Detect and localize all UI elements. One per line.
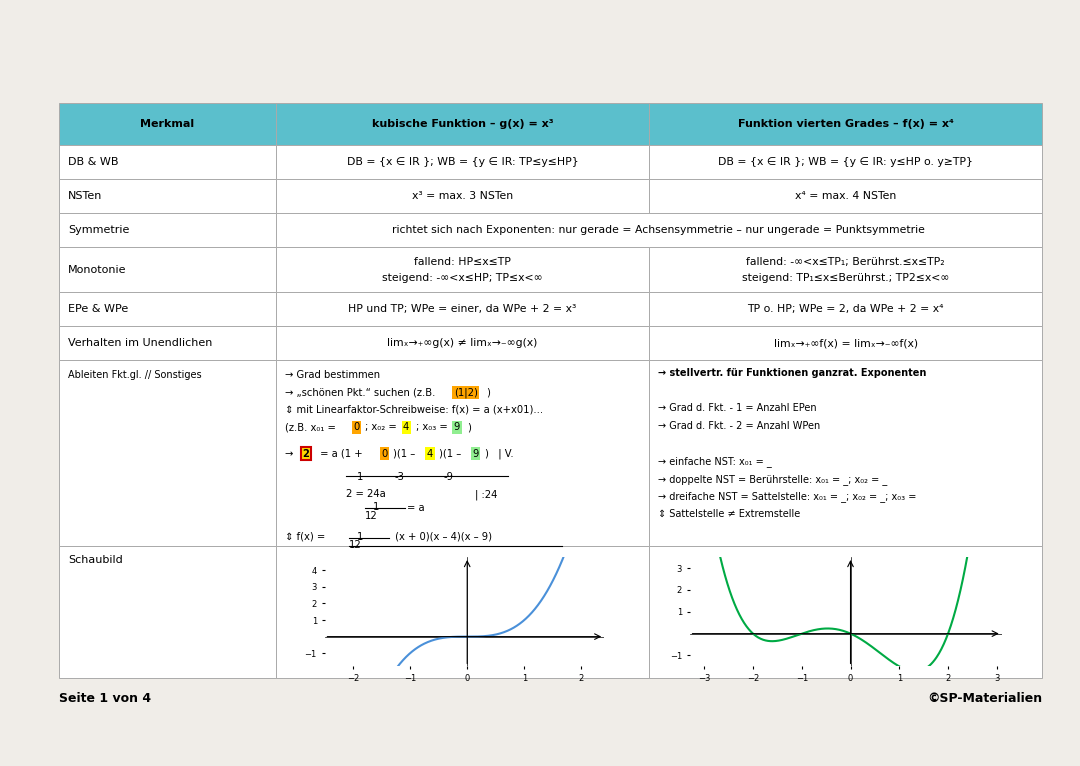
- Text: → Grad d. Fkt. - 1 = Anzahl EPen: → Grad d. Fkt. - 1 = Anzahl EPen: [658, 404, 816, 414]
- Text: TP o. HP; WPe = 2, da WPe + 2 = x⁴: TP o. HP; WPe = 2, da WPe + 2 = x⁴: [747, 304, 944, 314]
- Bar: [275, 361, 649, 545]
- Bar: [649, 247, 1042, 293]
- Text: | :24: | :24: [475, 489, 498, 500]
- Text: 12: 12: [365, 511, 378, 521]
- Text: -9: -9: [443, 472, 453, 482]
- Text: Monotonie: Monotonie: [68, 265, 126, 275]
- Text: -3: -3: [394, 472, 404, 482]
- Bar: [59, 247, 275, 293]
- Text: Seite 1 von 4: Seite 1 von 4: [59, 692, 151, 705]
- Bar: [59, 213, 275, 247]
- Bar: [275, 293, 649, 326]
- Text: DB = {x ∈ IR }; WB = {y ∈ IR: TP≤y≤HP}: DB = {x ∈ IR }; WB = {y ∈ IR: TP≤y≤HP}: [347, 157, 578, 167]
- Text: ): ): [486, 388, 490, 398]
- Bar: [59, 145, 275, 179]
- Text: →: →: [285, 449, 297, 459]
- Text: → doppelte NST = Berührstelle: x₀₁ = _; x₀₂ = _: → doppelte NST = Berührstelle: x₀₁ = _; …: [658, 474, 887, 485]
- Bar: [59, 545, 275, 678]
- Text: → einfache NST: x₀₁ = _: → einfache NST: x₀₁ = _: [658, 457, 771, 467]
- Text: )(1 –: )(1 –: [438, 449, 464, 459]
- Text: limₓ→₊∞g(x) ≠ limₓ→₋∞g(x): limₓ→₊∞g(x) ≠ limₓ→₋∞g(x): [387, 339, 538, 349]
- Bar: [649, 545, 1042, 678]
- Text: → Grad bestimmen: → Grad bestimmen: [285, 370, 380, 380]
- Text: x⁴ = max. 4 NSTen: x⁴ = max. 4 NSTen: [795, 191, 896, 201]
- Text: ; x₀₂ =: ; x₀₂ =: [365, 423, 400, 433]
- Bar: [59, 179, 275, 213]
- Bar: [649, 179, 1042, 213]
- Text: (z.B. x₀₁ =: (z.B. x₀₁ =: [285, 423, 339, 433]
- Text: DB = {x ∈ IR }; WB = {y ∈ IR: y≤HP o. y≥TP}: DB = {x ∈ IR }; WB = {y ∈ IR: y≤HP o. y≥…: [718, 157, 973, 167]
- Bar: [59, 103, 275, 145]
- Text: steigend: TP₁≤x≤Berührst.; TP2≤x<∞: steigend: TP₁≤x≤Berührst.; TP2≤x<∞: [742, 273, 949, 283]
- Bar: [649, 361, 1042, 545]
- Text: 0: 0: [353, 423, 360, 433]
- Text: x³ = max. 3 NSTen: x³ = max. 3 NSTen: [411, 191, 513, 201]
- Text: 2: 2: [302, 449, 310, 459]
- Bar: [275, 213, 1042, 247]
- Bar: [649, 145, 1042, 179]
- Text: steigend: -∞<x≤HP; TP≤x<∞: steigend: -∞<x≤HP; TP≤x<∞: [382, 273, 542, 283]
- Text: HP und TP; WPe = einer, da WPe + 2 = x³: HP und TP; WPe = einer, da WPe + 2 = x³: [348, 304, 577, 314]
- Text: 4: 4: [403, 423, 409, 433]
- Text: Symmetrie: Symmetrie: [68, 225, 130, 235]
- Bar: [275, 145, 649, 179]
- Text: ©SP-Materialien: ©SP-Materialien: [927, 692, 1042, 705]
- Text: → stellvertr. für Funktionen ganzrat. Exponenten: → stellvertr. für Funktionen ganzrat. Ex…: [658, 368, 926, 378]
- Text: 12: 12: [349, 539, 362, 550]
- Bar: [59, 293, 275, 326]
- Text: 9: 9: [454, 423, 460, 433]
- Text: limₓ→₊∞f(x) = limₓ→₋∞f(x): limₓ→₊∞f(x) = limₓ→₋∞f(x): [773, 339, 918, 349]
- Text: = a: = a: [407, 503, 426, 513]
- Bar: [649, 103, 1042, 145]
- Text: kubische Funktion – g(x) = x³: kubische Funktion – g(x) = x³: [372, 119, 553, 129]
- Text: fallend: HP≤x≤TP: fallend: HP≤x≤TP: [414, 257, 511, 267]
- Text: 2 = 24a: 2 = 24a: [346, 489, 386, 499]
- Text: ⇕ f(x) =: ⇕ f(x) =: [285, 532, 328, 542]
- Text: 0: 0: [381, 449, 388, 459]
- Bar: [59, 326, 275, 361]
- Bar: [275, 545, 649, 678]
- Text: EPe & WPe: EPe & WPe: [68, 304, 129, 314]
- Bar: [275, 326, 649, 361]
- Text: 9: 9: [472, 449, 478, 459]
- Bar: [59, 361, 275, 545]
- Text: fallend: -∞<x≤TP₁; Berührst.≤x≤TP₂: fallend: -∞<x≤TP₁; Berührst.≤x≤TP₂: [746, 257, 945, 267]
- Text: ; x₀₃ =: ; x₀₃ =: [416, 423, 450, 433]
- Text: ): ): [467, 423, 471, 433]
- Text: → Grad d. Fkt. - 2 = Anzahl WPen: → Grad d. Fkt. - 2 = Anzahl WPen: [658, 421, 820, 431]
- Text: Ableiten Fkt.gl. // Sonstiges: Ableiten Fkt.gl. // Sonstiges: [68, 370, 202, 380]
- Text: (1|2): (1|2): [454, 388, 477, 398]
- Text: → dreifache NST = Sattelstelle: x₀₁ = _; x₀₂ = _; x₀₃ =: → dreifache NST = Sattelstelle: x₀₁ = _;…: [658, 492, 916, 502]
- Text: 1: 1: [356, 472, 363, 482]
- Text: NSTen: NSTen: [68, 191, 103, 201]
- Bar: [275, 179, 649, 213]
- Text: = a (1 +: = a (1 +: [316, 449, 365, 459]
- Text: Funktion vierten Grades – f(x) = x⁴: Funktion vierten Grades – f(x) = x⁴: [738, 119, 954, 129]
- Text: )   | V.: ) | V.: [485, 449, 514, 460]
- Text: Schaubild: Schaubild: [68, 555, 123, 565]
- Text: )(1 –: )(1 –: [393, 449, 419, 459]
- Text: Merkmal: Merkmal: [140, 119, 194, 129]
- Text: ⇕ mit Linearfaktor-Schreibweise: f(x) = a (x+x01)...: ⇕ mit Linearfaktor-Schreibweise: f(x) = …: [285, 405, 543, 415]
- Text: 4: 4: [427, 449, 433, 459]
- Text: DB & WB: DB & WB: [68, 157, 119, 167]
- Bar: [649, 326, 1042, 361]
- Text: 1: 1: [373, 502, 379, 512]
- Text: → „schönen Pkt.“ suchen (z.B.: → „schönen Pkt.“ suchen (z.B.: [285, 388, 438, 398]
- Bar: [275, 103, 649, 145]
- Text: (x + 0)(x – 4)(x – 9): (x + 0)(x – 4)(x – 9): [392, 532, 492, 542]
- Bar: [649, 293, 1042, 326]
- Text: 1: 1: [356, 532, 363, 542]
- Text: Verhalten im Unendlichen: Verhalten im Unendlichen: [68, 339, 213, 349]
- Text: ⇕ Sattelstelle ≠ Extremstelle: ⇕ Sattelstelle ≠ Extremstelle: [658, 509, 800, 519]
- Text: richtet sich nach Exponenten: nur gerade = Achsensymmetrie – nur ungerade = Punk: richtet sich nach Exponenten: nur gerade…: [392, 225, 926, 235]
- Bar: [275, 247, 649, 293]
